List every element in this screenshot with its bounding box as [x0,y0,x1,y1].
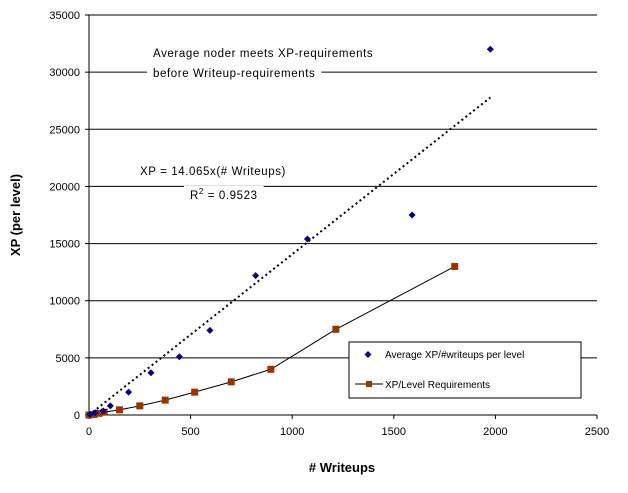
requirements-marker-6 [161,396,169,404]
y-tick-label-20000: 20000 [49,181,80,193]
average-xp-point-3 [106,402,114,410]
requirements-marker-7 [191,388,199,396]
x-tick-label-1000: 1000 [280,426,304,438]
annotation-xp-requirements-line2: before Writeup-requirements [153,68,315,80]
x-tick-label-2000: 2000 [483,426,507,438]
x-axis-label: # Writeups [309,460,375,475]
legend-label-average-xp: Average XP/#writeups per level [385,350,524,361]
average-xp-point-5 [147,369,155,377]
x-tick-label-2500: 2500 [585,426,609,438]
trendline [88,96,491,416]
y-tick-label-5000: 5000 [56,353,80,365]
y-tick-label-0: 0 [74,410,80,422]
y-tick-label-30000: 30000 [49,67,80,79]
requirements-marker-4 [115,406,123,414]
average-xp-point-6 [175,353,183,361]
annotation-background [147,67,322,81]
r-squared-value: = 0.9523 [204,190,258,202]
annotation-xp-requirements-line1: Average noder meets XP-requirements [153,48,373,60]
average-xp-point-7 [206,326,214,334]
x-tick-label-0: 0 [86,426,92,438]
series-xp-level-requirements [85,262,459,419]
average-xp-point-11 [486,45,494,53]
annotation-r-squared: R2 = 0.9523 [190,187,258,202]
requirements-marker-11 [451,262,459,270]
average-xp-point-10 [408,211,416,219]
axes [85,14,598,419]
average-xp-point-9 [303,235,311,243]
average-xp-point-8 [252,272,260,280]
gridlines [89,14,597,359]
trendline-line [88,96,491,416]
requirements-marker-9 [267,365,275,373]
annotation-regression-equation: XP = 14.065x(# Writeups) [140,166,286,178]
y-tick-labels: 0 5000 10000 15000 20000 25000 30000 35000 [49,10,80,422]
y-tick-label-15000: 15000 [49,239,80,251]
average-xp-point-2 [99,407,107,415]
requirements-marker-10 [332,325,340,333]
legend: Average XP/#writeups per level XP/Level … [348,341,582,399]
series-average-xp-per-writeups [86,45,494,418]
y-tick-label-10000: 10000 [49,296,80,308]
r-squared-prefix: R [190,190,199,202]
annotation-background [147,47,380,61]
y-tick-label-25000: 25000 [49,124,80,136]
y-tick-label-35000: 35000 [49,10,80,22]
annotation-background [184,186,264,203]
requirements-marker-2 [95,409,103,417]
legend-diamond-marker [364,351,372,358]
annotation-background [134,165,292,179]
average-xp-point-1 [91,409,99,417]
legend-label-xp-level-requirements: XP/Level Requirements [385,380,490,391]
r-squared-superscript: 2 [199,187,204,196]
requirements-marker-8 [227,378,235,386]
legend-square-marker [366,381,372,387]
x-tick-labels: 0 500 1000 1500 2000 2500 [86,426,609,438]
x-tick-label-1500: 1500 [382,426,406,438]
legend-box [348,341,582,399]
y-axis-label: XP (per level) [8,174,23,256]
x-tick-label-500: 500 [181,426,199,438]
requirements-marker-5 [136,402,144,410]
average-xp-point-4 [125,388,133,396]
